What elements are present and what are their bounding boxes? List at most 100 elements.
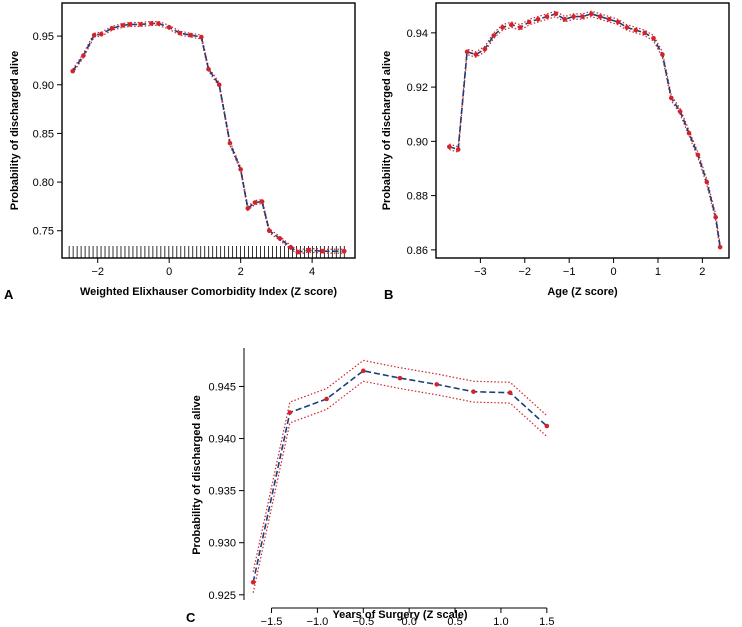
panel-label: A [4, 287, 14, 302]
data-point [455, 147, 461, 152]
fit-line [449, 12, 721, 248]
fit-line [72, 22, 345, 254]
data-point [149, 21, 154, 26]
rug-marks [68, 246, 345, 258]
x-tick-label: 0.5 [447, 616, 462, 627]
data-point [509, 22, 514, 28]
data-point [642, 30, 647, 36]
data-point [238, 167, 243, 172]
data-point [306, 247, 311, 253]
chart-panel-a: −2 0 2 4 0.75 0.80 0.85 0.90 0.95 Weighted Elixha… [4, 2, 356, 302]
y-axis-title: Probability of discharged alive [9, 51, 21, 211]
data-point [464, 49, 470, 55]
x-tick-label: 1 [655, 266, 661, 278]
data-point [216, 82, 222, 88]
y-tick-label: 0.86 [407, 245, 428, 257]
data-point [320, 248, 326, 254]
ci-lower-line [449, 15, 721, 250]
y-tick-label: 0.88 [407, 191, 428, 203]
data-point [482, 46, 488, 52]
data-point [562, 16, 568, 22]
data-point [288, 244, 293, 250]
data-point [544, 14, 550, 19]
data-point [553, 11, 559, 17]
ci-upper-line [449, 10, 721, 245]
data-point [259, 199, 265, 204]
y-tick-label: 0.92 [407, 82, 428, 94]
data-point [597, 14, 603, 19]
data-point [252, 200, 258, 205]
data-point [500, 25, 505, 30]
data-point [580, 14, 585, 19]
data-point [287, 410, 293, 415]
data-point [120, 23, 126, 28]
data-point [473, 52, 479, 57]
data-point [695, 152, 701, 158]
chart-panel-b: −3 −2 −1 0 1 2 0.86 0.88 0.90 0.92 0.94 Age (Z scor… [381, 2, 730, 302]
data-point [615, 19, 621, 25]
data-point [199, 34, 204, 40]
x-tick-label: −0.5 [352, 616, 374, 627]
x-tick-label: −1.5 [261, 616, 283, 627]
data-point [245, 206, 251, 211]
data-point [109, 26, 115, 31]
data-point [507, 390, 513, 396]
x-tick-label: 0 [166, 266, 172, 278]
plot-frame [61, 2, 356, 259]
data-point [341, 248, 347, 254]
y-axis-title: Probability of discharged alive [191, 395, 203, 555]
data-point [227, 140, 233, 146]
x-tick-label: 1.0 [493, 616, 508, 627]
x-tick-label: −2 [519, 266, 532, 278]
x-axis-title: Years of Surgery (Z scale) [332, 609, 467, 621]
data-point [491, 33, 497, 38]
x-tick-label: −3 [474, 266, 487, 278]
data-point [397, 375, 403, 381]
x-tick-label: 2 [238, 266, 244, 278]
x-tick-label: 0 [611, 266, 617, 278]
data-point [677, 109, 683, 114]
x-tick-label: −1 [563, 266, 576, 278]
ci-upper-line [72, 20, 345, 251]
x-tick-label: −2 [91, 266, 104, 278]
data-point [518, 25, 523, 30]
chart-panel-c: −1.5 −1.0 −0.5 0.0 0.5 1.0 1.5 0.925 0.930 0.935 0… [186, 348, 554, 627]
y-tick-label: 0.80 [33, 177, 54, 189]
data-point [166, 25, 172, 30]
data-point [156, 21, 161, 26]
plot-frame [435, 2, 730, 259]
data-point [360, 368, 366, 374]
data-point [127, 22, 133, 27]
data-point [606, 16, 612, 22]
y-tick-label: 0.925 [208, 590, 236, 602]
y-tick-label: 0.930 [208, 538, 236, 550]
data-point [633, 27, 639, 33]
data-point [571, 14, 576, 19]
data-point [471, 389, 476, 394]
data-point [544, 423, 550, 429]
y-tick-label: 0.940 [208, 434, 236, 446]
data-point [277, 236, 283, 241]
data-point [704, 179, 710, 185]
data-point [624, 25, 630, 30]
fit-line [252, 369, 548, 583]
data-point [447, 144, 452, 150]
data-point [713, 215, 718, 220]
data-point [434, 382, 440, 387]
data-point [660, 52, 665, 57]
y-tick-label: 0.935 [208, 486, 236, 498]
data-point [250, 579, 256, 585]
y-tick-label: 0.945 [208, 381, 236, 393]
panel-label: C [186, 610, 196, 625]
x-tick-label: −1.0 [307, 616, 329, 627]
data-point [295, 249, 301, 255]
data-point [717, 244, 723, 250]
data-point [651, 35, 656, 41]
data-point [138, 22, 143, 27]
x-axis-title: Weighted Elixhauser Comorbidity Index (Z… [80, 286, 337, 298]
data-point [177, 30, 183, 36]
x-tick-label: 0.0 [402, 616, 417, 627]
data-point [70, 68, 76, 74]
data-point [91, 32, 97, 38]
